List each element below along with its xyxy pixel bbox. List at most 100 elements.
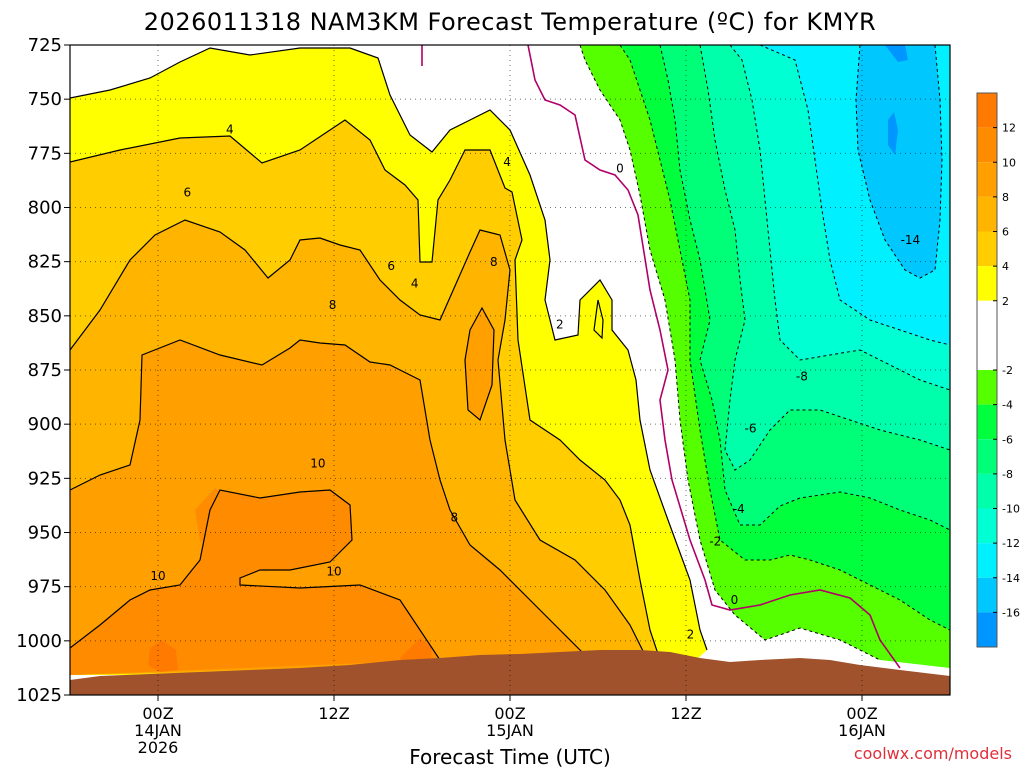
colorbar-band-11 bbox=[977, 508, 997, 544]
contour-label-15: -2 bbox=[709, 534, 721, 548]
contour-line-m4 bbox=[619, 45, 950, 631]
contour-label-12: 10 bbox=[150, 569, 165, 583]
negative-contour-lines bbox=[579, 45, 950, 661]
colorbar-band-3 bbox=[977, 196, 997, 232]
temperature-fill bbox=[70, 45, 950, 695]
x-tick-label-0-1: 14JAN bbox=[134, 721, 182, 740]
contour-label-7: 2 bbox=[556, 318, 564, 332]
band-8-to-10-cell bbox=[465, 308, 494, 420]
band-10-to-12-upper bbox=[195, 488, 235, 542]
y-tick-label-725: 725 bbox=[28, 35, 62, 56]
colorbar-tick-label-1: 10 bbox=[1002, 156, 1016, 169]
contour-line-m14 bbox=[855, 45, 943, 279]
x-tick-label-24-0: 00Z bbox=[494, 704, 525, 723]
contour-line-2 bbox=[70, 47, 708, 651]
contour-labels: 4 6 4 4 6 8 8 2 0 10 8 10 10 0 2 -2 -4 -6 -8 -14 bbox=[150, 123, 921, 642]
contour-label-4: 6 bbox=[387, 259, 395, 273]
colorbar-band-6 bbox=[977, 300, 997, 370]
contour-line-m2 bbox=[579, 45, 881, 661]
colorbar-band-1 bbox=[977, 127, 997, 163]
grid-lines bbox=[70, 45, 950, 695]
contour-line-m10 bbox=[729, 45, 950, 391]
x-axis-label: Forecast Time (UTC) bbox=[409, 745, 611, 768]
colorbar-tick-label-10: -10 bbox=[1002, 503, 1020, 516]
band-m16-to-m18-b bbox=[888, 112, 898, 155]
x-tick-label-48-1: 16JAN bbox=[838, 721, 886, 740]
colorbar-tick-label-3: 6 bbox=[1002, 226, 1009, 239]
band-12-to-14 bbox=[148, 640, 178, 672]
contour-label-8: 0 bbox=[616, 162, 624, 176]
contour-line-m12 bbox=[759, 45, 950, 346]
x-tick-label-24-1: 15JAN bbox=[486, 721, 534, 740]
contour-label-5: 8 bbox=[490, 255, 498, 269]
y-tick-label-775: 775 bbox=[28, 143, 62, 164]
contour-line-8 bbox=[70, 339, 591, 661]
contour-label-2: 4 bbox=[411, 277, 419, 291]
y-tick-label-975: 975 bbox=[28, 577, 62, 598]
contour-line-2-cell bbox=[593, 299, 604, 340]
terrain-ground bbox=[70, 650, 950, 695]
band-10-to-12 bbox=[70, 490, 440, 675]
chart-title: 2026011318 NAM3KM Forecast Temperature (… bbox=[144, 8, 876, 36]
y-tick-label-875: 875 bbox=[28, 360, 62, 381]
y-tick-label-750: 750 bbox=[28, 89, 62, 110]
colorbar-tick-label-13: -16 bbox=[1002, 606, 1020, 619]
x-tick-label-0-2: 2026 bbox=[138, 738, 179, 757]
colorbar-tick-label-7: -4 bbox=[1002, 399, 1013, 412]
contour-line-m6 bbox=[659, 45, 950, 531]
contour-line-8-cell bbox=[464, 306, 495, 422]
colorbar-tick-label-2: 8 bbox=[1002, 191, 1009, 204]
contour-label-11: 10 bbox=[326, 565, 341, 579]
y-tick-label-925: 925 bbox=[28, 468, 62, 489]
contour-line-4 bbox=[70, 119, 661, 661]
colorbar-band-0 bbox=[977, 93, 997, 128]
colorbar-band-14 bbox=[977, 612, 997, 647]
colorbar-band-2 bbox=[977, 162, 997, 197]
band-m14-to-m16 bbox=[856, 45, 942, 278]
contour-label-18: -8 bbox=[796, 370, 808, 384]
colorbar: 12 10 8 6 4 2 -2 -4 -6 -8 -10 -12 -14 -16 bbox=[976, 92, 1020, 648]
colorbar-tick-label-11: -12 bbox=[1002, 537, 1020, 550]
contour-label-17: -6 bbox=[745, 422, 757, 436]
y-tick-label-1025: 1025 bbox=[16, 685, 62, 706]
contour-label-14: 2 bbox=[687, 628, 695, 642]
contour-label-0: 4 bbox=[226, 123, 234, 137]
y-tick-label-800: 800 bbox=[28, 198, 62, 219]
colorbar-tick-label-4: 4 bbox=[1002, 260, 1009, 273]
colorbar-band-8 bbox=[977, 404, 997, 440]
colorbar-band-10 bbox=[977, 473, 997, 509]
x-tick-label-48-0: 00Z bbox=[846, 704, 877, 723]
colorbar-tick-label-0: 12 bbox=[1002, 122, 1016, 135]
colorbar-band-7 bbox=[977, 370, 997, 405]
y-axis: 725 750 775 800 825 850 875 900 925 950 975 1000 102… bbox=[16, 35, 70, 706]
colorbar-tick-label-5: 2 bbox=[1002, 295, 1009, 308]
y-tick-label-850: 850 bbox=[28, 306, 62, 327]
band-m16-to-m18 bbox=[885, 45, 908, 62]
x-tick-label-36-0: 12Z bbox=[670, 704, 701, 723]
contour-label-16: -4 bbox=[733, 502, 745, 516]
contour-label-9: 10 bbox=[310, 456, 325, 470]
contour-label-1: 6 bbox=[184, 186, 192, 200]
colorbar-tick-label-12: -14 bbox=[1002, 572, 1020, 585]
colorbar-tick-label-9: -8 bbox=[1002, 468, 1013, 481]
contour-line-0 bbox=[527, 45, 901, 669]
contour-line-m8 bbox=[699, 45, 950, 471]
colorbar-tick-label-6: -2 bbox=[1002, 364, 1013, 377]
colorbar-band-4 bbox=[977, 231, 997, 267]
x-tick-label-0-0: 00Z bbox=[142, 704, 173, 723]
colorbar-band-5 bbox=[977, 266, 997, 301]
contour-label-6: 8 bbox=[329, 298, 337, 312]
contour-label-10: 8 bbox=[450, 511, 458, 525]
colorbar-band-12 bbox=[977, 543, 997, 578]
y-tick-label-950: 950 bbox=[28, 523, 62, 544]
colorbar-tick-label-8: -6 bbox=[1002, 433, 1013, 446]
y-tick-label-1000: 1000 bbox=[16, 631, 62, 652]
contour-label-13: 0 bbox=[731, 593, 739, 607]
colorbar-band-9 bbox=[977, 439, 997, 474]
credit-link[interactable]: coolwx.com/models bbox=[854, 744, 1012, 763]
contour-label-19: -14 bbox=[901, 233, 921, 247]
contour-label-3: 4 bbox=[503, 155, 511, 169]
y-tick-label-900: 900 bbox=[28, 414, 62, 435]
